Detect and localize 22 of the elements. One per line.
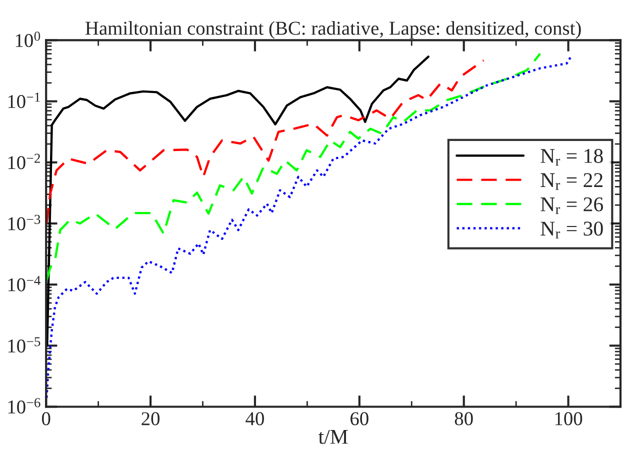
- y-tick-label: 10$^{−6}$: [8, 398, 40, 414]
- legend-label: N$_{r}$ = 18: [540, 148, 603, 166]
- line-series: [46, 59, 485, 225]
- x-tick-label: 60: [350, 412, 368, 426]
- x-tick-label: 40: [246, 412, 264, 426]
- y-tick-label: 10$^{−5}$: [8, 337, 40, 353]
- chart-title: Hamiltonian constraint (BC: radiative, Lapse: densitized, const): [85, 21, 581, 39]
- legend-label: N$_{r}$ = 26: [540, 197, 604, 214]
- x-tick-label: 100: [555, 412, 582, 426]
- x-tick-label: 80: [454, 412, 473, 426]
- line-series: [46, 56, 430, 347]
- x-axis-title: t/M: [318, 430, 348, 444]
- x-tick-label: 20: [142, 412, 160, 426]
- line-series: [46, 52, 542, 282]
- y-tick-label: 10$^{−3}$: [8, 214, 40, 230]
- x-tick-label: 0: [42, 412, 50, 426]
- y-tick-label: 10$^{−2}$: [8, 154, 40, 170]
- y-tick-label: 10$^{0}$: [16, 32, 40, 48]
- legend-label: N$_{r}$ = 30: [540, 222, 603, 238]
- y-tick-label: 10$^{−4}$: [8, 276, 40, 292]
- y-tick-label: 10$^{−1}$: [8, 92, 40, 108]
- legend-label: N$_{r}$ = 22: [540, 173, 602, 190]
